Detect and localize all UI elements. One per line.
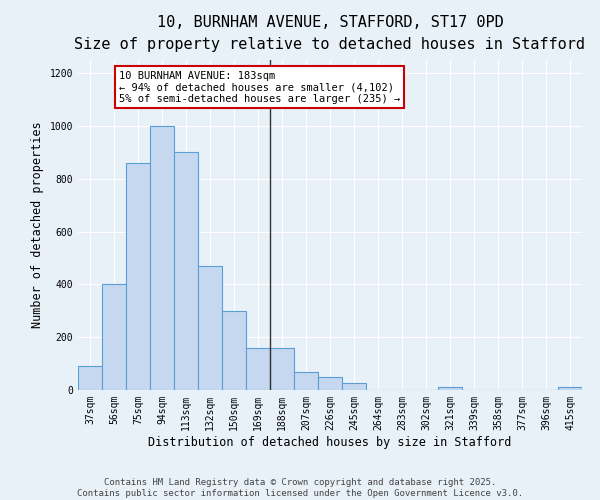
Y-axis label: Number of detached properties: Number of detached properties	[31, 122, 44, 328]
Bar	[150, 126, 174, 390]
Text: 10 BURNHAM AVENUE: 183sqm
← 94% of detached houses are smaller (4,102)
5% of sem: 10 BURNHAM AVENUE: 183sqm ← 94% of detac…	[119, 70, 400, 104]
Bar	[294, 372, 318, 390]
Bar	[318, 377, 342, 390]
Bar	[222, 311, 246, 390]
Bar	[438, 388, 462, 390]
Bar	[198, 266, 222, 390]
Title: 10, BURNHAM AVENUE, STAFFORD, ST17 0PD
Size of property relative to detached hou: 10, BURNHAM AVENUE, STAFFORD, ST17 0PD S…	[74, 14, 586, 52]
Bar	[102, 284, 126, 390]
Bar	[246, 348, 270, 390]
X-axis label: Distribution of detached houses by size in Stafford: Distribution of detached houses by size …	[148, 436, 512, 448]
Bar	[78, 366, 102, 390]
Text: Contains HM Land Registry data © Crown copyright and database right 2025.
Contai: Contains HM Land Registry data © Crown c…	[77, 478, 523, 498]
Bar	[270, 348, 294, 390]
Bar	[174, 152, 198, 390]
Bar	[342, 384, 366, 390]
Bar	[126, 163, 150, 390]
Bar	[558, 388, 582, 390]
